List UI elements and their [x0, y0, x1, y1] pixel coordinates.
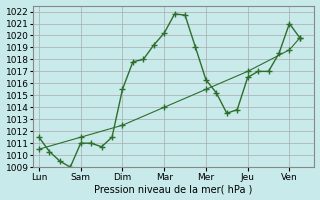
X-axis label: Pression niveau de la mer( hPa ): Pression niveau de la mer( hPa )	[94, 184, 253, 194]
